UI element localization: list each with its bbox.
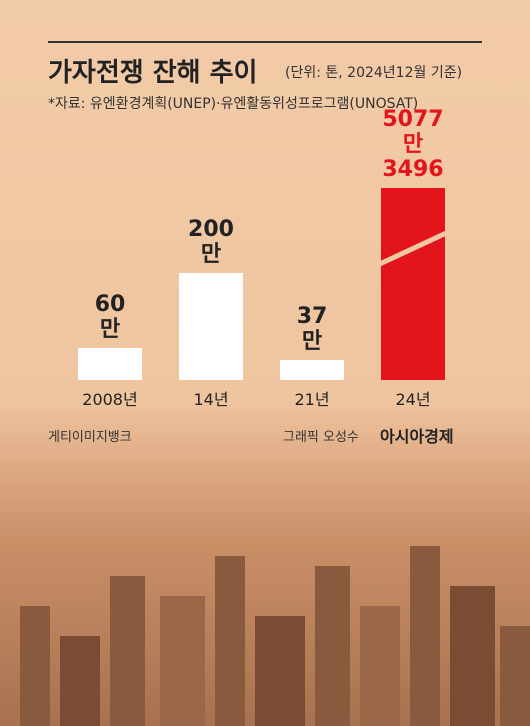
x-tick-label: 21년 <box>294 390 330 409</box>
publisher: 아시아경제 <box>380 427 454 446</box>
bar <box>280 360 344 380</box>
bar-break <box>381 228 445 269</box>
bar <box>78 347 142 380</box>
value-label: 5077만 3496 <box>382 107 444 182</box>
bar <box>381 188 445 380</box>
value-label: 37만 <box>296 304 328 355</box>
source: *자료: 유엔환경계획(UNEP)·유엔활동위성프로그램(UNOSAT) <box>48 96 419 112</box>
chart-title: 가자전쟁 잔해 추이 <box>48 58 258 88</box>
x-tick-label: 14년 <box>193 390 229 409</box>
bar <box>179 273 243 380</box>
x-tick-label: 2008년 <box>82 390 138 409</box>
top-rule <box>48 41 482 43</box>
value-label: 60만 <box>94 291 126 342</box>
city-photo <box>0 455 530 726</box>
photo-credit: 게티이미지뱅크 <box>48 430 132 445</box>
graphic-credit: 그래픽 오성수 <box>283 430 359 445</box>
chart-subtitle: (단위: 톤, 2024년12월 기준) <box>285 65 463 81</box>
x-tick-label: 24년 <box>395 390 431 409</box>
value-label: 200만 <box>188 217 234 267</box>
